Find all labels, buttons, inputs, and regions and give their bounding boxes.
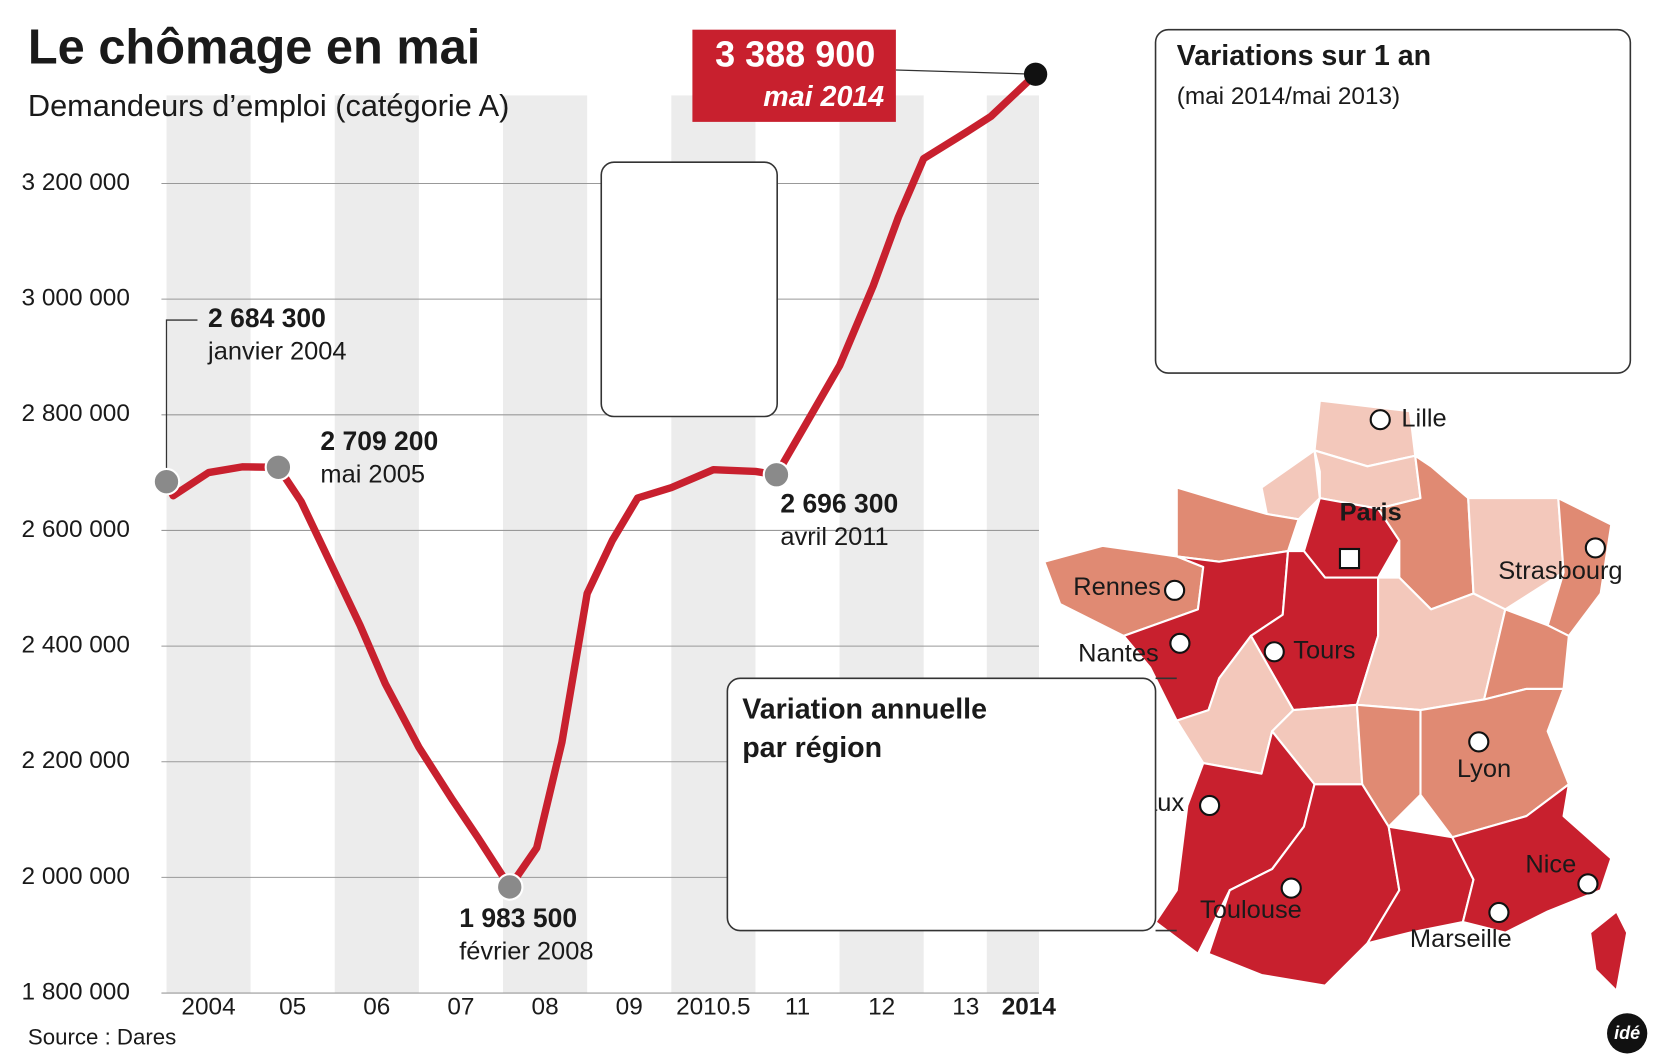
legend-title: par région — [742, 732, 882, 764]
date-label: avril 2011 — [780, 523, 888, 551]
region — [1467, 497, 1565, 611]
point — [495, 873, 524, 901]
city-label: Paris — [1340, 499, 1402, 527]
city-label: Rennes — [1073, 573, 1161, 601]
value-label: 1 983 500 — [459, 903, 577, 933]
point — [1023, 62, 1048, 86]
leader — [165, 319, 198, 482]
capital-marker — [1338, 547, 1361, 570]
city-marker — [1198, 794, 1221, 817]
date-label: février 2008 — [459, 937, 593, 965]
title: Le chômage en mai — [28, 21, 480, 75]
city-label: Nice — [1525, 851, 1576, 879]
city-marker — [1263, 641, 1285, 663]
x-tick-label: 05 — [279, 993, 306, 1020]
city-label: Strasbourg — [1498, 557, 1622, 585]
city-marker — [1468, 731, 1490, 753]
x-tick-label: 2010.5 — [676, 993, 751, 1020]
y-tick-label: 2 000 000 — [22, 863, 130, 890]
y-tick-label: 2 800 000 — [22, 400, 130, 427]
variations-title: Variations sur 1 an — [1177, 40, 1431, 72]
city-label: Marseille — [1410, 925, 1512, 953]
legend-title: Variation annuelle — [742, 694, 987, 726]
x-tick-label: 08 — [532, 993, 559, 1020]
x-tick-label: 07 — [447, 993, 474, 1020]
date-label: mai 2014 — [763, 81, 884, 113]
city-label: Lille — [1401, 404, 1446, 432]
y-tick-label: 2 600 000 — [22, 516, 130, 543]
city-marker — [1164, 579, 1186, 601]
point — [152, 467, 181, 496]
region — [1355, 703, 1422, 828]
x-tick-label: 12 — [868, 993, 895, 1020]
value-label: 3 388 900 — [715, 34, 875, 75]
date-label: janvier 2004 — [207, 338, 347, 366]
x-tick-label: 11 — [785, 993, 810, 1020]
point — [762, 460, 791, 489]
value-label: 2 684 300 — [208, 303, 326, 333]
city-marker — [1169, 632, 1191, 654]
city-marker — [1584, 537, 1606, 559]
region — [1260, 449, 1321, 521]
city-marker — [1577, 873, 1599, 895]
leader — [895, 69, 1036, 75]
y-tick-label: 1 800 000 — [22, 978, 130, 1005]
date-label: mai 2005 — [320, 461, 425, 489]
year-stripe — [334, 95, 419, 994]
value-label: 2 696 300 — [780, 489, 898, 519]
legend-box — [726, 677, 1157, 932]
value-label: 2 709 200 — [320, 426, 438, 456]
x-tick-label: 13 — [952, 993, 979, 1020]
highlight-box — [692, 29, 896, 122]
change-box — [600, 161, 778, 418]
variations-subtitle: (mai 2014/mai 2013) — [1177, 83, 1400, 110]
y-tick-label: 2 200 000 — [22, 747, 130, 774]
city-label: Toulouse — [1200, 896, 1302, 924]
grid — [161, 182, 1039, 994]
year-stripe — [503, 95, 588, 994]
variations-box — [1154, 28, 1632, 374]
logo: idé — [1614, 1023, 1640, 1043]
x-tick-label: 2004 — [181, 993, 235, 1020]
subtitle: Demandeurs d’emploi (catégorie A) — [28, 88, 510, 123]
logo-badge — [1607, 1013, 1648, 1054]
city-label: Tours — [1293, 637, 1355, 665]
city-marker — [1280, 877, 1302, 899]
region — [1589, 910, 1629, 992]
y-tick-label: 2 400 000 — [22, 632, 130, 659]
y-tick-label: 3 200 000 — [22, 169, 130, 196]
city-marker — [1369, 409, 1391, 431]
data-line — [163, 71, 1039, 891]
x-tick-label: 06 — [363, 993, 390, 1020]
region — [1451, 783, 1613, 934]
y-tick-label: 3 000 000 — [22, 285, 130, 312]
region — [1419, 687, 1570, 839]
point — [264, 453, 293, 482]
city-label: Lyon — [1457, 755, 1511, 783]
x-tick-label: 09 — [616, 993, 643, 1020]
x-tick-label: 2014 — [1002, 993, 1057, 1020]
city-marker — [1488, 901, 1510, 924]
region — [1207, 783, 1401, 987]
city-label: Nantes — [1078, 640, 1159, 668]
source: Source : Dares — [28, 1024, 176, 1049]
year-stripe — [166, 95, 251, 994]
